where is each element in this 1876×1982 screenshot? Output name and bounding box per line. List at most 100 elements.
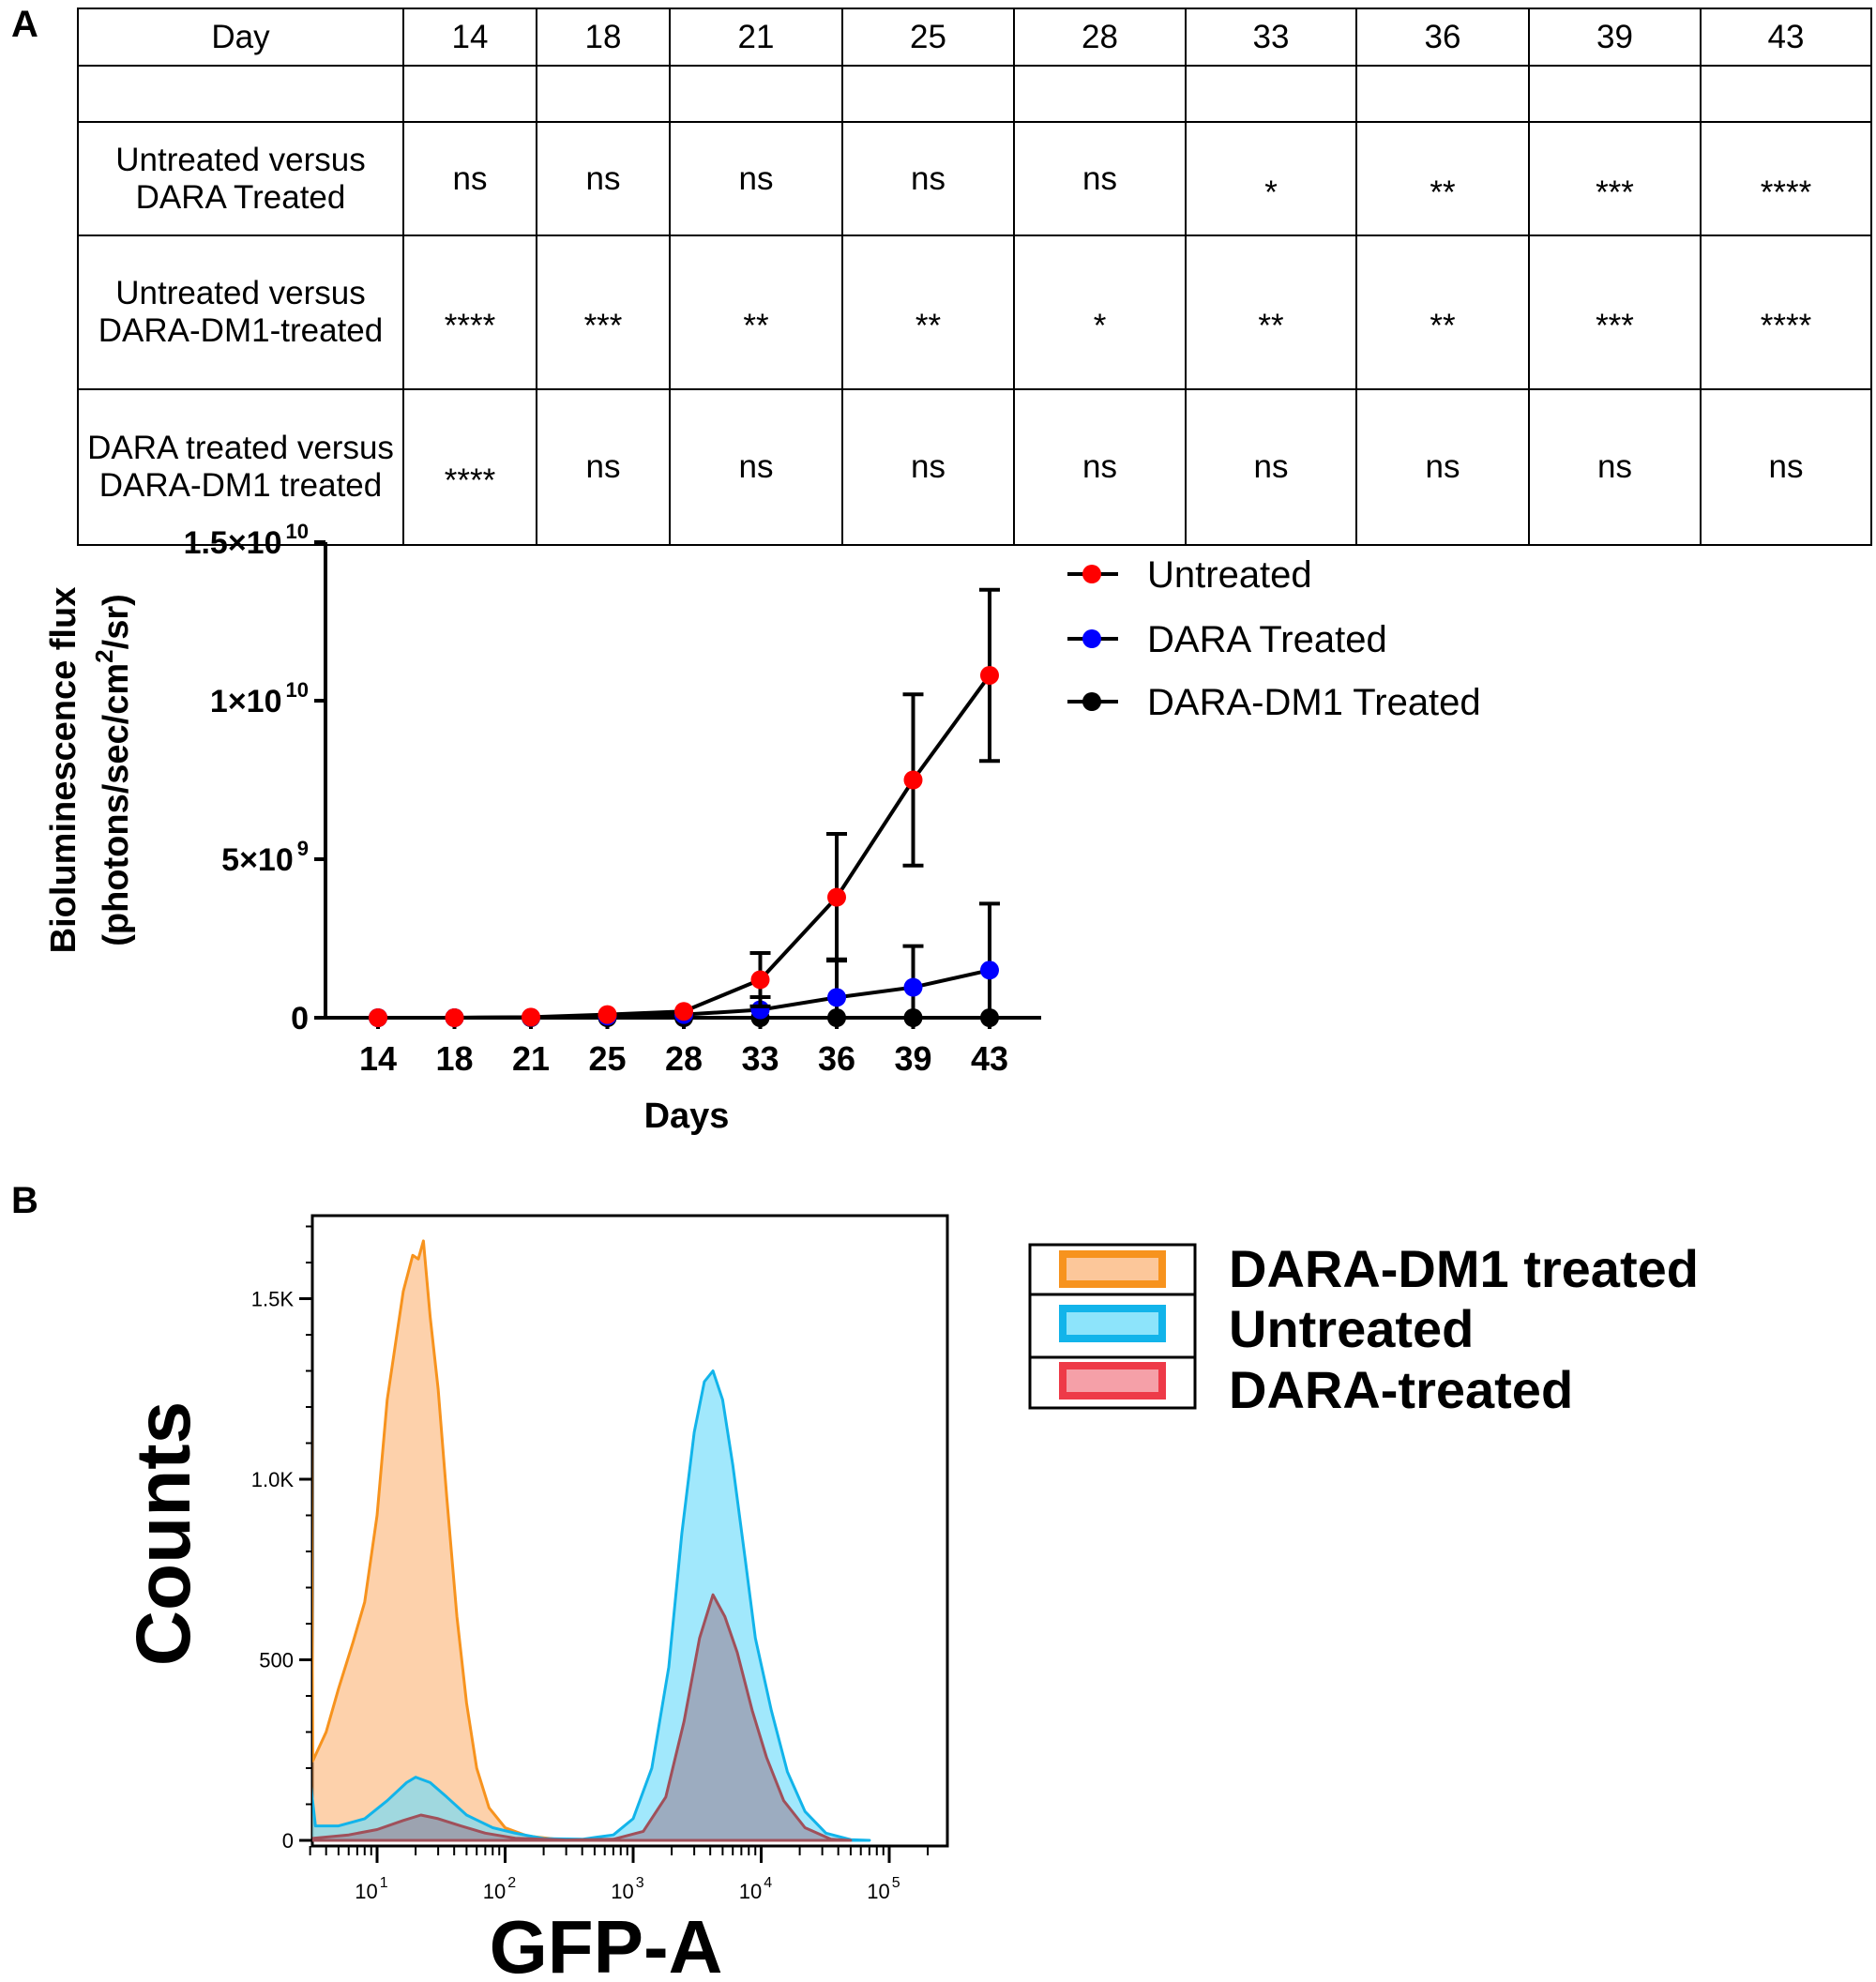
significance-cell: ns <box>1528 388 1702 546</box>
x-tick-label: 39 <box>894 1039 931 1078</box>
significance-cell: ** <box>1355 121 1530 236</box>
legend-label: DARA-treated <box>1229 1360 1573 1419</box>
y-axis-title: Bioluminescence flux (photons/sec/cm2/sr) <box>44 587 136 954</box>
header-day-value: 18 <box>536 8 671 67</box>
panel-label-a: A <box>11 4 38 45</box>
significance-cell: **** <box>402 235 537 390</box>
data-point <box>369 1008 387 1027</box>
y-axis-title-line1: Bioluminescence flux <box>44 587 83 954</box>
legend-label: DARA-DM1 treated <box>1229 1239 1699 1298</box>
panel-label-b: B <box>11 1180 38 1221</box>
x-tick-label: 10 5 <box>867 1875 900 1903</box>
x-tick-label: 33 <box>741 1039 779 1078</box>
significance-cell: ns <box>669 388 843 546</box>
significance-cell: ns <box>841 388 1015 546</box>
x-tick-label: 10 3 <box>611 1875 643 1903</box>
x-tick-label: 10 2 <box>483 1875 516 1903</box>
header-day-value: 36 <box>1355 8 1530 67</box>
y-tick-label: 5×10 9 <box>221 837 309 878</box>
header-day-value: 25 <box>841 8 1015 67</box>
header-day-value: 28 <box>1013 8 1187 67</box>
y-tick-label: 1.5K <box>251 1288 295 1311</box>
significance-cell <box>669 65 843 123</box>
significance-cell: ns <box>1355 388 1530 546</box>
histogram-untreated <box>312 1369 871 1842</box>
table-row: Untreated versus DARA Treated ns ns ns ns ns *… <box>77 121 1872 236</box>
data-point <box>750 970 770 990</box>
header-day-value: 33 <box>1185 8 1357 67</box>
legend-item: DARA-DM1 Treated <box>1067 682 1481 723</box>
data-point <box>674 1002 693 1021</box>
x-tick-label: 21 <box>512 1039 550 1078</box>
significance-cell <box>1013 65 1187 123</box>
series-line <box>378 673 991 1020</box>
table-header-row: Day 14 18 21 25 28 33 36 39 43 <box>77 8 1872 67</box>
legend-marker <box>1082 692 1101 711</box>
significance-cell: *** <box>1528 121 1702 236</box>
x-tick-label: 10 1 <box>355 1875 387 1903</box>
y-tick-label: 1.0K <box>251 1468 295 1491</box>
legend-swatch <box>1059 1305 1166 1342</box>
header-day-value: 21 <box>669 8 843 67</box>
significance-cell: * <box>1013 235 1187 390</box>
header-day-value: 14 <box>402 8 537 67</box>
significance-cell: **** <box>1700 235 1872 390</box>
data-point <box>522 1007 540 1027</box>
x-axis-title: Days <box>644 1097 730 1136</box>
significance-cell: ** <box>1355 235 1530 390</box>
x-axis-title: GFP-A <box>490 1905 723 1982</box>
legend-item: DARA-DM1 treated <box>1059 1239 1699 1298</box>
data-point <box>903 977 923 997</box>
legend-swatch <box>1059 1362 1166 1400</box>
significance-cell: *** <box>1528 235 1702 390</box>
significance-cell: ns <box>1013 388 1187 546</box>
significance-cell <box>402 65 537 123</box>
significance-cell: ns <box>402 121 537 236</box>
legend-label: Untreated <box>1229 1299 1474 1358</box>
significance-cell: ns <box>1013 121 1187 236</box>
significance-cell: ns <box>536 121 671 236</box>
significance-cell <box>1700 65 1872 123</box>
data-point <box>980 961 999 980</box>
significance-cell: ns <box>536 388 671 546</box>
table-row: DARA treated versus DARA-DM1 treated ****… <box>77 388 1872 546</box>
legend-label: DARA-DM1 Treated <box>1147 682 1481 723</box>
legend-item: DARA Treated <box>1067 619 1387 660</box>
legend-label: DARA Treated <box>1147 619 1387 660</box>
row-label: Untreated versus DARA-DM1-treated <box>77 235 404 390</box>
x-tick-label: 28 <box>665 1039 703 1078</box>
significance-cell: **** <box>402 388 537 546</box>
significance-cell: ns <box>669 121 843 236</box>
table-row: Untreated versus DARA-DM1-treated **** ***… <box>77 235 1872 390</box>
x-tick-label: 36 <box>818 1039 855 1078</box>
legend-label: Untreated <box>1147 554 1312 596</box>
significance-cell <box>1185 65 1357 123</box>
legend: Untreated DARA Treated DARA-DM1 Treated <box>1067 554 1481 723</box>
header-day-value: 43 <box>1700 8 1872 67</box>
x-tick-label: 43 <box>971 1039 1008 1078</box>
table-row <box>77 65 1872 123</box>
x-tick-label: 10 4 <box>739 1875 772 1903</box>
significance-cell: ns <box>1185 388 1357 546</box>
x-tick-label: 14 <box>359 1039 397 1078</box>
row-label: Untreated versus DARA Treated <box>77 121 404 236</box>
row-label <box>77 65 404 123</box>
y-tick-label: 0 <box>282 1829 294 1853</box>
y-tick-label: 1×10 10 <box>210 678 309 719</box>
legend-marker <box>1082 565 1101 583</box>
y-tick-label: 1.5×10 10 <box>184 520 309 561</box>
y-axis-title: Counts <box>121 1401 206 1666</box>
legend-swatch <box>1059 1250 1166 1288</box>
data-point <box>827 887 846 907</box>
data-point <box>827 988 846 1007</box>
significance-cell <box>536 65 671 123</box>
legend-item: Untreated <box>1059 1299 1474 1358</box>
legend-item: Untreated <box>1067 554 1312 596</box>
data-point <box>445 1008 464 1027</box>
gfp-histogram: 0 500 1.0K 1.5K 10 1 10 2 10 3 10 4 10 5 GFP-A Counts DA… <box>121 1214 1699 1982</box>
legend-marker <box>1082 629 1101 648</box>
bioluminescence-chart: 0 5×10 9 1×10 10 1.5×10 10 14 18 21 25 28 33 36 39 43 Da… <box>44 520 1481 1136</box>
data-point <box>980 665 999 685</box>
